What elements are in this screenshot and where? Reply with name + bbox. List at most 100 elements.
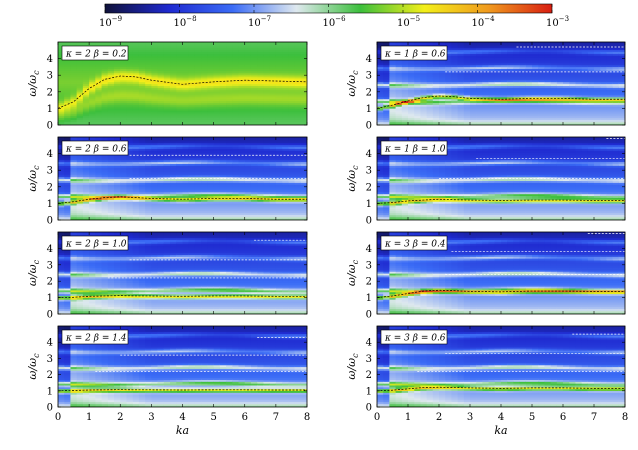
heatmap-image xyxy=(377,137,625,220)
panel-label: κ = 2 β = 0.2 xyxy=(61,45,129,61)
panel-label-text: κ = 2 β = 0.2 xyxy=(65,50,127,60)
panel-label-box xyxy=(380,235,448,251)
colorbar-tick-label: 10−9 xyxy=(99,15,122,29)
y-tick-label: 2 xyxy=(366,182,372,193)
panel-label-box xyxy=(380,329,448,345)
dispersion-curve xyxy=(377,95,625,109)
y-tick-label: 1 xyxy=(366,104,372,115)
y-tick-label: 4 xyxy=(47,338,53,349)
x-tick-label: 1 xyxy=(405,412,411,423)
panel-label-box xyxy=(380,45,448,61)
dispersion-curve xyxy=(377,386,625,392)
panel-label-box xyxy=(61,45,129,61)
y-axis-label: ω/ωc xyxy=(26,165,41,192)
panel-label: κ = 1 β = 1.0 xyxy=(380,140,448,156)
x-axis-label: ka xyxy=(176,424,189,437)
y-tick-label: 4 xyxy=(47,244,53,255)
x-tick-label: 2 xyxy=(436,412,442,423)
x-tick-label: 3 xyxy=(467,412,473,423)
panel-label: κ = 1 β = 0.6 xyxy=(380,45,448,61)
y-tick-label: 4 xyxy=(47,149,53,160)
heatmap-panel: κ = 2 β = 1.4 0 1 2 3 4 0 1 2 3 4 5 6 7 8 ω/ωc ka xyxy=(26,325,310,437)
y-tick-label: 1 xyxy=(47,199,53,210)
x-tick-label: 7 xyxy=(273,412,279,423)
colorbar: 10−9 10−8 10−7 10−6 10−5 10−4 10−3 xyxy=(99,3,569,29)
panel-label-box xyxy=(61,329,129,345)
panel-label-box xyxy=(61,140,129,156)
x-axis-label: ka xyxy=(494,424,507,437)
y-tick-label: 4 xyxy=(47,54,53,65)
x-tick-label: 6 xyxy=(242,412,248,423)
y-axis-label: ω/ωc xyxy=(345,70,360,97)
colorbar-tick-label: 10−8 xyxy=(174,15,197,29)
y-tick-label: 0 xyxy=(47,310,53,321)
panel-grid: κ = 2 β = 0.2 0 1 2 3 4 ω/ωc κ = 1 β = 0.6 0 1 2 3 4… xyxy=(26,41,628,437)
heatmap-panel: κ = 3 β = 0.6 0 1 2 3 4 0 1 2 3 4 5 6 7 8 ω/ωc ka xyxy=(345,325,628,437)
y-tick-label: 0 xyxy=(47,403,53,414)
y-tick-label: 2 xyxy=(366,277,372,288)
heatmap-panel: κ = 2 β = 1.0 0 1 2 3 4 ω/ωc xyxy=(26,231,308,321)
x-tick-label: 8 xyxy=(304,412,310,423)
y-tick-label: 2 xyxy=(47,182,53,193)
panel-label-text: κ = 3 β = 0.4 xyxy=(384,240,446,250)
y-tick-label: 3 xyxy=(366,354,372,365)
heatmap-panel: κ = 1 β = 1.0 0 1 2 3 4 ω/ωc xyxy=(345,136,626,227)
x-tick-label: 2 xyxy=(117,412,123,423)
x-tick-label: 6 xyxy=(560,412,566,423)
x-tick-label: 8 xyxy=(622,412,628,423)
y-tick-label: 4 xyxy=(366,149,372,160)
panel-label-text: κ = 2 β = 0.6 xyxy=(65,145,127,155)
y-axis-label: ω/ωc xyxy=(345,353,360,380)
x-tick-label: 7 xyxy=(591,412,597,423)
x-tick-label: 4 xyxy=(498,412,504,423)
panel-label-text: κ = 1 β = 1.0 xyxy=(384,145,446,155)
heatmap-image xyxy=(377,232,625,314)
y-axis-label: ω/ωc xyxy=(26,353,41,380)
dispersion-curve xyxy=(58,295,307,298)
heatmap-panel: κ = 2 β = 0.6 0 1 2 3 4 ω/ωc xyxy=(26,136,308,227)
panel-label-text: κ = 1 β = 0.6 xyxy=(384,50,446,60)
y-tick-label: 0 xyxy=(47,216,53,227)
y-tick-label: 2 xyxy=(366,370,372,381)
panel-label: κ = 2 β = 1.4 xyxy=(61,329,129,345)
y-tick-label: 2 xyxy=(47,370,53,381)
colorbar-tick-label: 10−7 xyxy=(248,15,271,29)
colorbar-tick-label: 10−6 xyxy=(323,15,347,29)
x-tick-label: 3 xyxy=(148,412,154,423)
y-tick-label: 2 xyxy=(366,87,372,98)
x-tick-label: 4 xyxy=(179,412,185,423)
x-tick-label: 5 xyxy=(210,412,216,423)
dispersion-curve xyxy=(377,198,625,204)
y-tick-label: 1 xyxy=(366,293,372,304)
dispersion-curve xyxy=(58,75,307,109)
panel-label: κ = 3 β = 0.6 xyxy=(380,329,448,345)
y-tick-label: 1 xyxy=(366,199,372,210)
y-tick-label: 4 xyxy=(366,54,372,65)
x-tick-label: 1 xyxy=(86,412,92,423)
y-tick-label: 0 xyxy=(366,310,372,321)
panel-label: κ = 2 β = 1.0 xyxy=(61,235,129,251)
dispersion-curve xyxy=(58,389,307,392)
heatmap-panel: κ = 3 β = 0.4 0 1 2 3 4 ω/ωc xyxy=(345,231,626,321)
y-tick-label: 3 xyxy=(47,354,53,365)
y-axis-label: ω/ωc xyxy=(26,70,41,97)
y-tick-label: 0 xyxy=(47,121,53,132)
y-tick-label: 1 xyxy=(47,386,53,397)
colorbar-tick-label: 10−3 xyxy=(546,15,569,29)
heatmap-panel: κ = 1 β = 0.6 0 1 2 3 4 ω/ωc xyxy=(345,41,626,132)
dispersion-curve xyxy=(58,196,307,204)
heatmap-image xyxy=(58,42,307,125)
y-tick-label: 2 xyxy=(47,87,53,98)
y-tick-label: 3 xyxy=(47,71,53,82)
y-axis-label: ω/ωc xyxy=(345,259,360,286)
panel-label-box xyxy=(61,235,129,251)
y-tick-label: 3 xyxy=(366,260,372,271)
panel-label-text: κ = 2 β = 1.4 xyxy=(65,334,127,344)
y-tick-label: 1 xyxy=(47,293,53,304)
dispersion-curve xyxy=(377,289,625,298)
y-axis-label: ω/ωc xyxy=(345,165,360,192)
y-tick-label: 0 xyxy=(366,403,372,414)
y-tick-label: 3 xyxy=(47,260,53,271)
y-tick-label: 1 xyxy=(47,104,53,115)
